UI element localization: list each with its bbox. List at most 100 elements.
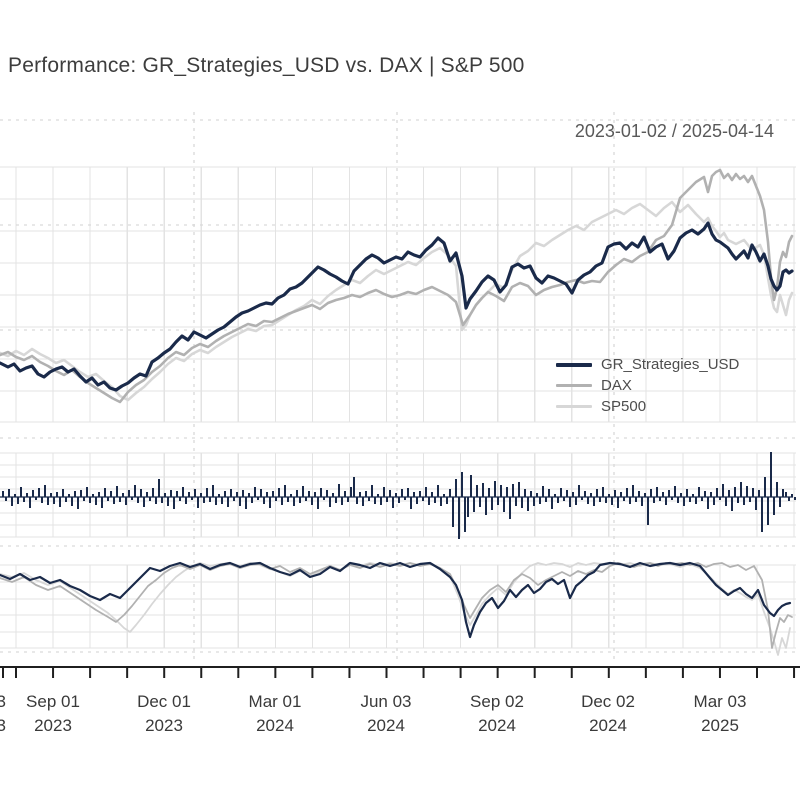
daily-return-bar	[320, 488, 322, 497]
daily-return-bar	[596, 489, 598, 497]
daily-return-bar	[284, 485, 286, 497]
daily-return-bar	[281, 497, 283, 505]
daily-return-bar	[758, 490, 760, 497]
daily-return-bar	[191, 497, 193, 500]
daily-return-bar	[641, 497, 643, 506]
daily-return-bar	[452, 497, 454, 527]
daily-return-bar	[686, 489, 688, 497]
daily-return-bar	[98, 492, 100, 497]
daily-return-bar	[785, 492, 787, 497]
daily-return-bar	[269, 497, 271, 508]
daily-return-bar	[71, 497, 73, 506]
daily-return-bar	[359, 492, 361, 497]
daily-return-bar	[143, 497, 145, 507]
gr-strategies-usd-line	[0, 561, 792, 639]
dax-line	[0, 562, 793, 649]
daily-return-bar	[464, 497, 466, 532]
daily-return-bar	[674, 486, 676, 497]
daily-return-bar	[59, 497, 61, 507]
daily-return-bar	[146, 492, 148, 497]
daily-return-bar	[671, 497, 673, 500]
daily-return-bar	[527, 497, 529, 511]
daily-return-bar	[77, 497, 79, 509]
daily-return-bar	[677, 497, 679, 503]
daily-return-bar	[122, 493, 124, 497]
daily-return-bar	[125, 497, 127, 505]
daily-return-bar	[455, 479, 457, 497]
daily-return-bar	[227, 497, 229, 507]
daily-return-bar	[290, 494, 292, 497]
daily-return-bar	[578, 485, 580, 497]
daily-return-bar	[116, 486, 118, 497]
x-axis-label: Dec 02 2024	[581, 692, 635, 735]
daily-return-bar	[614, 490, 616, 497]
daily-return-bar	[350, 487, 352, 497]
daily-return-bar	[566, 490, 568, 497]
daily-return-bar	[722, 484, 724, 497]
daily-return-bar	[467, 497, 469, 517]
daily-return-bar	[425, 487, 427, 497]
dax-line	[0, 168, 794, 404]
daily-return-bar	[137, 497, 139, 503]
daily-return-bar	[548, 489, 550, 497]
daily-return-bar	[482, 483, 484, 497]
daily-return-bar	[749, 497, 751, 502]
daily-return-bar	[617, 497, 619, 508]
daily-return-bar	[317, 497, 319, 509]
daily-return-bar	[254, 487, 256, 497]
daily-return-bar	[707, 497, 709, 509]
daily-return-bar	[164, 493, 166, 497]
daily-return-bar	[26, 493, 28, 497]
daily-return-bar	[398, 497, 400, 503]
daily-return-bar	[608, 494, 610, 497]
daily-return-bar	[275, 497, 277, 501]
daily-return-bar	[278, 488, 280, 497]
daily-return-bar	[488, 488, 490, 497]
x-axis-label-partial: 03 2023	[0, 690, 9, 742]
daily-return-bar	[752, 488, 754, 497]
daily-return-bar	[8, 489, 10, 497]
daily-return-bar	[80, 490, 82, 497]
daily-return-bar	[443, 494, 445, 497]
daily-return-bar	[203, 497, 205, 503]
daily-return-bar	[743, 497, 745, 505]
daily-return-bar	[293, 497, 295, 506]
date-range-label: 2023-01-02 / 2025-04-14	[574, 121, 774, 141]
daily-return-bar	[2, 491, 4, 497]
daily-return-bar	[44, 485, 46, 497]
legend-label: DAX	[601, 377, 632, 394]
daily-return-bar	[245, 497, 247, 509]
daily-return-bar	[755, 497, 757, 510]
daily-return-bar	[668, 490, 670, 497]
gr-strategies-usd-line	[0, 221, 794, 392]
daily-return-bar	[626, 488, 628, 497]
daily-return-bar	[635, 497, 637, 502]
daily-return-bar	[257, 497, 259, 500]
daily-return-bar	[551, 497, 553, 509]
daily-return-bar	[692, 494, 694, 497]
daily-return-bar	[419, 491, 421, 497]
daily-return-bar	[83, 497, 85, 501]
daily-return-bar	[542, 486, 544, 497]
daily-return-bar	[53, 497, 55, 504]
legend-label: SP500	[601, 398, 647, 415]
daily-return-bar	[176, 491, 178, 497]
daily-return-bar	[476, 485, 478, 497]
daily-return-bar	[86, 487, 88, 497]
daily-return-bar	[560, 488, 562, 497]
daily-return-bar	[158, 479, 160, 497]
daily-return-bar	[248, 493, 250, 497]
daily-return-bar	[110, 491, 112, 497]
legend-item-sp500: SP500	[556, 396, 739, 417]
daily-return-bar	[791, 494, 793, 497]
daily-return-bar	[653, 497, 655, 503]
daily-return-bar	[782, 489, 784, 497]
daily-return-bar	[14, 494, 16, 497]
legend-item-dax: DAX	[556, 375, 739, 396]
daily-return-bar	[416, 497, 418, 504]
daily-return-bar	[11, 497, 13, 506]
chart-title: Performance: GR_Strategies_USD vs. DAX |…	[8, 54, 525, 77]
daily-return-bar	[620, 492, 622, 497]
daily-return-bar	[485, 497, 487, 515]
daily-return-bar	[185, 497, 187, 504]
